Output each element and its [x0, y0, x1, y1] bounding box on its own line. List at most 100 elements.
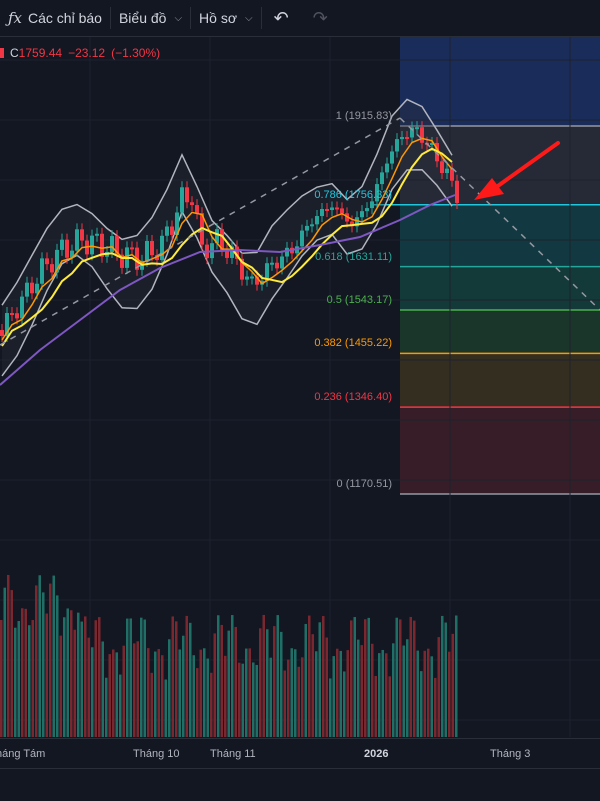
- candle-body: [390, 151, 394, 164]
- volume-bar: [77, 612, 80, 737]
- candle-body: [430, 142, 434, 145]
- volume-bar: [406, 639, 409, 737]
- fib-zone: [400, 266, 600, 310]
- volume-bar: [399, 619, 402, 737]
- volume-bar: [175, 621, 178, 737]
- volume-bar: [119, 674, 122, 737]
- volume-bar: [24, 608, 27, 737]
- volume-bar: [227, 630, 230, 737]
- volume-bar: [98, 617, 101, 737]
- volume-bar: [126, 618, 129, 737]
- volume-bar: [262, 614, 265, 737]
- volume-bar: [451, 633, 454, 737]
- volume-bar: [248, 648, 251, 737]
- candle-body: [450, 168, 454, 181]
- price-chart[interactable]: [0, 37, 600, 737]
- volume-bar: [353, 617, 356, 737]
- candle-body: [320, 208, 324, 217]
- volume-bar: [213, 633, 216, 737]
- volume-bar: [434, 677, 437, 737]
- volume-bar: [259, 628, 262, 737]
- candle-body: [395, 139, 399, 152]
- candle-body: [240, 258, 244, 280]
- volume-bar: [115, 652, 118, 737]
- volume-bar: [238, 662, 241, 737]
- volume-bar: [203, 648, 206, 737]
- candle-body: [375, 184, 379, 202]
- volume-bar: [70, 610, 73, 737]
- profile-menu-button[interactable]: Hồ sơ ⌵: [191, 0, 261, 36]
- fib-level-label: 1 (1915.83): [335, 110, 392, 122]
- fib-level-label: 0.786 (1756.33): [314, 188, 392, 201]
- volume-bar: [325, 637, 328, 737]
- volume-bar: [388, 676, 391, 737]
- volume-bar: [42, 592, 45, 737]
- volume-bar: [91, 647, 94, 737]
- volume-bar: [255, 664, 258, 737]
- volume-bar: [336, 648, 339, 737]
- volume-bar: [283, 670, 286, 737]
- volume-bar: [73, 629, 76, 737]
- volume-bar: [28, 625, 31, 737]
- volume-bar: [199, 649, 202, 737]
- volume-bar: [150, 672, 153, 737]
- candle-body: [365, 208, 369, 212]
- volume-bar: [346, 650, 349, 737]
- volume-bar: [140, 617, 143, 737]
- volume-bar: [129, 618, 132, 737]
- candle-body: [165, 226, 169, 236]
- function-icon: ƒx: [8, 9, 23, 27]
- candle-body: [370, 201, 374, 209]
- volume-bar: [217, 615, 220, 737]
- change-percent: (−1.30%): [111, 46, 161, 60]
- volume-bar: [112, 649, 115, 737]
- volume-bar: [45, 613, 48, 737]
- volume-bar: [164, 679, 167, 737]
- candle-body: [110, 236, 114, 252]
- volume-bar: [133, 643, 136, 737]
- volume-bar: [105, 677, 108, 737]
- candle-body: [280, 256, 284, 269]
- redo-button[interactable]: ↷: [301, 0, 340, 36]
- volume-bar: [220, 624, 223, 737]
- toolbar-divider: [190, 7, 192, 29]
- candle-body: [275, 262, 279, 269]
- volume-bar: [318, 622, 321, 737]
- fib-zone-top: [400, 37, 600, 126]
- volume-bar: [101, 641, 104, 737]
- candle-body: [45, 258, 49, 265]
- candle-body: [255, 276, 259, 285]
- time-axis[interactable]: háng Tám Tháng 10 Tháng 11 2026 Tháng 3: [0, 738, 600, 769]
- volume-bar: [371, 643, 374, 737]
- volume-bar: [84, 616, 87, 737]
- candle-body: [150, 240, 154, 256]
- volume-bar: [364, 619, 367, 737]
- volume-bar: [332, 656, 335, 737]
- volume-bar: [357, 639, 360, 737]
- volume-bar: [311, 634, 314, 737]
- indicators-button[interactable]: ƒx Các chỉ báo: [0, 0, 110, 36]
- volume-bar: [329, 678, 332, 737]
- candle-body: [250, 276, 254, 279]
- candle-body: [155, 255, 159, 261]
- volume-bar: [182, 635, 185, 737]
- candle-body: [65, 239, 69, 258]
- candle-body: [420, 127, 424, 143]
- bollinger-bands: [1, 98, 453, 377]
- undo-button[interactable]: ↶: [262, 0, 301, 36]
- volume-bar: [430, 656, 433, 737]
- volume-bar: [409, 616, 412, 737]
- candle-body: [95, 233, 99, 236]
- candle-body: [70, 250, 74, 258]
- volume-bar: [241, 663, 244, 737]
- candle-body: [145, 240, 149, 261]
- volume-bar: [385, 653, 388, 737]
- legend-marker-icon: [0, 48, 4, 58]
- volume-bar: [343, 671, 346, 737]
- candle-body: [305, 225, 309, 231]
- fib-zone: [400, 353, 600, 408]
- volume-bar: [381, 649, 384, 737]
- candle-body: [80, 229, 84, 241]
- volume-bar: [287, 659, 290, 737]
- chart-menu-button[interactable]: Biểu đồ ⌵: [111, 0, 190, 36]
